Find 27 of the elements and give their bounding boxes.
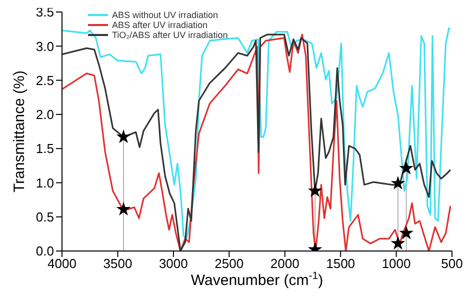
point [390, 236, 406, 250]
x-tick-label: 2500 [214, 256, 244, 272]
point [116, 202, 131, 216]
point [390, 176, 406, 190]
y-tick-label: 0.0 [36, 244, 54, 259]
y-tick-label: 1.5 [36, 141, 54, 156]
x-axis-title: Wavenumber (cm$^{-1}$) [190, 270, 324, 289]
x-tick-label: 3000 [158, 256, 188, 272]
y-tick-label: 2.5 [36, 72, 54, 88]
legend-label: TiO₂/ABS after UV irradiation [112, 30, 228, 40]
x-tick-label: 1000 [382, 256, 411, 272]
legend-label: ABS without UV irradiation [112, 10, 218, 20]
point [399, 160, 414, 174]
x-tick-label: 2000 [270, 256, 300, 272]
y-tick-label: 2.0 [36, 107, 54, 122]
y-tick-label: 1.0 [36, 175, 54, 190]
y-axis-title: Transmittance (%) [11, 70, 28, 192]
y-tick-label: 0.5 [36, 209, 54, 224]
y-tick-label: 3.0 [36, 38, 54, 54]
x-tick-label: 3500 [103, 256, 132, 272]
x-tick-label: 1500 [326, 256, 356, 272]
x-tick-label: 4000 [48, 256, 76, 272]
legend-label: ABS after UV irradiation [112, 20, 208, 30]
point [116, 129, 131, 144]
point [399, 226, 414, 240]
x-tick-label: 500 [441, 256, 463, 272]
point [308, 183, 322, 198]
